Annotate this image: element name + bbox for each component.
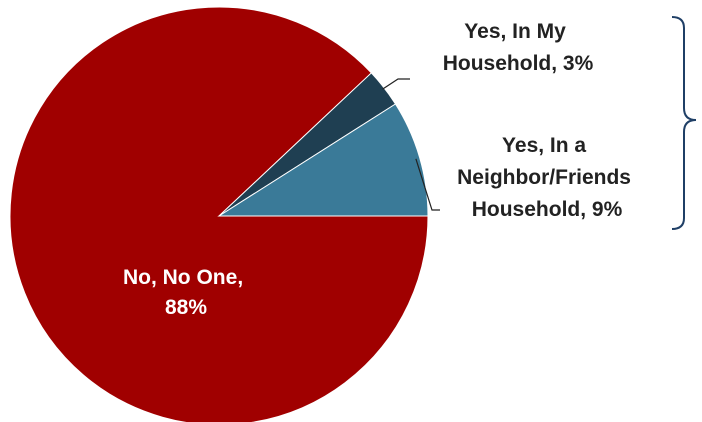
slice-label-no-one: No, No One, 88%	[123, 266, 249, 319]
pie-slice-yes-in-a-neighbor-friends-household	[217, 103, 429, 217]
pie-slices	[9, 6, 429, 422]
leader-lines	[382, 78, 440, 211]
slice-label-my-household: Yes, In My Household, 3%	[443, 20, 594, 75]
leader-line	[382, 78, 410, 90]
bracket-brace	[671, 16, 697, 230]
slice-label-neighbor-household: Yes, In a Neighbor/Friends Household, 9%	[457, 134, 637, 221]
leader-line	[415, 158, 440, 211]
pie-slice-no-no-one	[9, 6, 429, 422]
